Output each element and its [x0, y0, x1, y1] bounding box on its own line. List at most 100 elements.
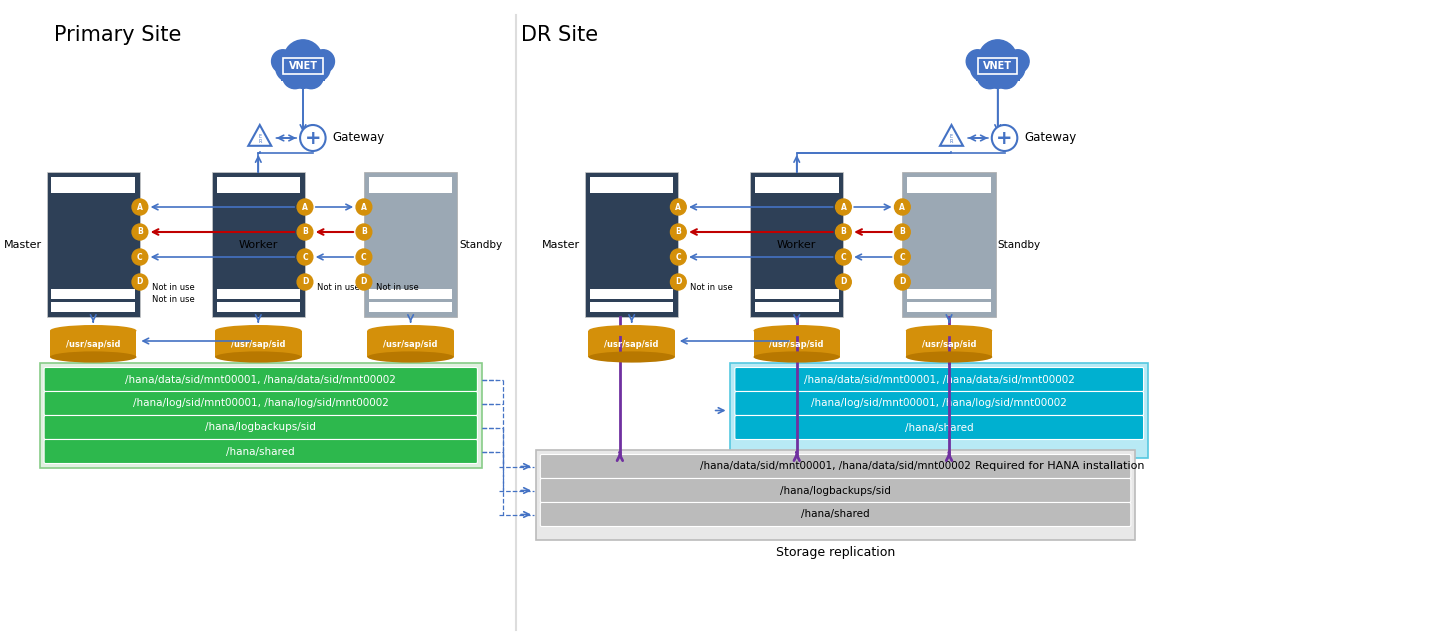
Text: /hana/data/sid/mnt00001, /hana/data/sid/mnt00002: /hana/data/sid/mnt00001, /hana/data/sid/…	[804, 374, 1075, 385]
Circle shape	[356, 249, 372, 265]
FancyBboxPatch shape	[369, 302, 452, 312]
FancyBboxPatch shape	[369, 177, 452, 193]
FancyBboxPatch shape	[216, 302, 300, 312]
Text: /hana/shared: /hana/shared	[905, 422, 974, 433]
Text: Not in use: Not in use	[691, 282, 734, 291]
Text: +: +	[997, 129, 1012, 147]
Text: B: B	[137, 228, 143, 237]
Text: B: B	[841, 228, 847, 237]
Ellipse shape	[50, 352, 136, 363]
FancyBboxPatch shape	[755, 289, 838, 299]
Text: C: C	[362, 253, 366, 262]
Circle shape	[992, 125, 1017, 151]
Circle shape	[132, 274, 147, 290]
FancyBboxPatch shape	[905, 331, 992, 357]
FancyBboxPatch shape	[51, 289, 134, 299]
Text: /hana/log/sid/mnt00001, /hana/log/sid/mnt00002: /hana/log/sid/mnt00001, /hana/log/sid/mn…	[133, 399, 389, 408]
Text: B: B	[675, 228, 681, 237]
Circle shape	[297, 224, 313, 240]
Text: Standby: Standby	[998, 239, 1041, 249]
Text: /hana/shared: /hana/shared	[801, 509, 869, 520]
Text: Not in use: Not in use	[152, 294, 194, 303]
Circle shape	[356, 274, 372, 290]
Text: /usr/sap/sid: /usr/sap/sid	[383, 340, 438, 349]
FancyBboxPatch shape	[369, 289, 452, 299]
FancyBboxPatch shape	[907, 302, 991, 312]
Circle shape	[835, 274, 851, 290]
Text: D: D	[899, 278, 905, 287]
Text: C: C	[841, 253, 847, 262]
FancyBboxPatch shape	[541, 455, 1131, 478]
Text: A: A	[137, 203, 143, 212]
FancyBboxPatch shape	[44, 368, 478, 392]
FancyBboxPatch shape	[735, 392, 1144, 415]
Circle shape	[835, 199, 851, 215]
FancyBboxPatch shape	[585, 172, 678, 317]
Text: VNET: VNET	[984, 61, 1012, 71]
FancyBboxPatch shape	[51, 177, 134, 193]
Text: Required for HANA installation: Required for HANA installation	[975, 461, 1144, 471]
Text: /usr/sap/sid: /usr/sap/sid	[769, 340, 824, 349]
Text: Master: Master	[542, 239, 581, 249]
FancyBboxPatch shape	[50, 331, 136, 357]
Text: Gateway: Gateway	[333, 132, 385, 145]
FancyBboxPatch shape	[755, 302, 838, 312]
FancyBboxPatch shape	[541, 478, 1131, 502]
Text: D: D	[302, 278, 307, 287]
FancyBboxPatch shape	[751, 172, 844, 317]
Ellipse shape	[754, 352, 839, 363]
Ellipse shape	[50, 325, 136, 336]
Ellipse shape	[905, 352, 992, 363]
FancyBboxPatch shape	[735, 415, 1144, 440]
Text: B: B	[899, 228, 905, 237]
Circle shape	[971, 54, 998, 82]
Circle shape	[967, 50, 990, 73]
Circle shape	[985, 62, 1011, 88]
Circle shape	[297, 249, 313, 265]
FancyBboxPatch shape	[591, 302, 674, 312]
Text: C: C	[675, 253, 681, 262]
Circle shape	[290, 62, 316, 88]
Text: Worker: Worker	[239, 239, 277, 249]
FancyBboxPatch shape	[216, 177, 300, 193]
FancyBboxPatch shape	[754, 331, 839, 357]
Text: /hana/logbackups/sid: /hana/logbackups/sid	[781, 485, 891, 496]
FancyBboxPatch shape	[216, 289, 300, 299]
Text: /hana/shared: /hana/shared	[226, 446, 295, 457]
FancyBboxPatch shape	[907, 177, 991, 193]
Ellipse shape	[368, 325, 453, 336]
FancyBboxPatch shape	[541, 502, 1131, 527]
Circle shape	[297, 274, 313, 290]
Ellipse shape	[214, 352, 302, 363]
Ellipse shape	[588, 325, 675, 336]
Polygon shape	[249, 125, 272, 146]
Text: /usr/sap/sid: /usr/sap/sid	[922, 340, 977, 349]
FancyBboxPatch shape	[731, 363, 1148, 458]
FancyBboxPatch shape	[536, 450, 1135, 540]
Text: B: B	[360, 228, 368, 237]
Text: E
R: E R	[257, 134, 262, 144]
Circle shape	[276, 54, 303, 82]
Ellipse shape	[214, 325, 302, 336]
Text: C: C	[302, 253, 307, 262]
Text: D: D	[360, 278, 368, 287]
FancyBboxPatch shape	[47, 172, 140, 317]
Text: D: D	[137, 278, 143, 287]
Circle shape	[132, 199, 147, 215]
Circle shape	[671, 224, 686, 240]
Circle shape	[297, 199, 313, 215]
FancyBboxPatch shape	[902, 172, 995, 317]
Text: Not in use: Not in use	[152, 282, 194, 291]
Text: DR Site: DR Site	[521, 25, 598, 45]
Circle shape	[835, 224, 851, 240]
Text: D: D	[841, 278, 847, 287]
Text: D: D	[675, 278, 682, 287]
Text: A: A	[302, 203, 307, 212]
FancyBboxPatch shape	[44, 415, 478, 440]
FancyBboxPatch shape	[51, 302, 134, 312]
FancyBboxPatch shape	[735, 368, 1144, 392]
FancyBboxPatch shape	[755, 177, 838, 193]
Text: Gateway: Gateway	[1024, 132, 1077, 145]
Text: A: A	[899, 203, 905, 212]
Circle shape	[356, 224, 372, 240]
